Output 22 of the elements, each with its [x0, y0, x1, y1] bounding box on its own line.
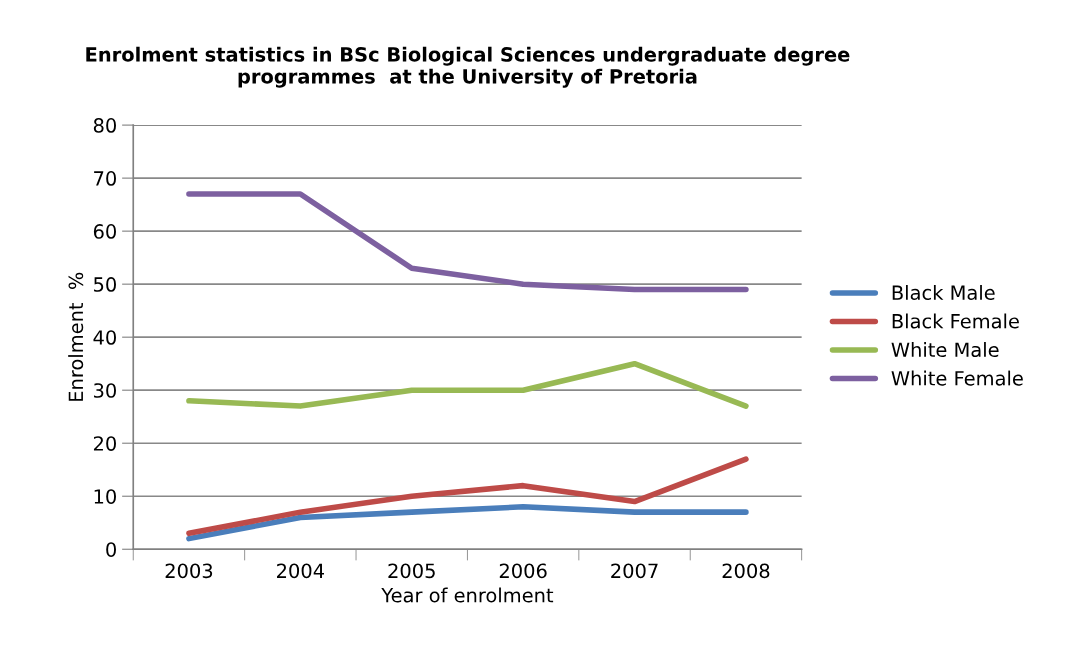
- chart-title: Enrolment statistics in BSc Biological Sciences undergraduate degree programmes at the University of Pretoria: [86, 46, 850, 88]
- y-tick-label: 0: [106, 542, 116, 557]
- x-tick-label: 2004: [277, 563, 324, 579]
- x-tick-label: 2003: [165, 563, 213, 579]
- y-tick-label: 70: [94, 171, 116, 186]
- legend-label: Black Female: [892, 313, 1019, 329]
- y-tick-label: 30: [94, 383, 116, 398]
- legend-label: Black Male: [892, 284, 995, 301]
- legend-label: White Male: [891, 342, 999, 358]
- y-tick-label: 40: [93, 330, 116, 345]
- y-tick-label: 60: [93, 224, 116, 239]
- x-tick-label: 2008: [722, 563, 770, 579]
- x-tick-label: 2006: [499, 563, 547, 579]
- y-tick-label: 20: [93, 436, 116, 451]
- x-tick-label: 2007: [611, 563, 658, 579]
- y-tick-label: 80: [93, 118, 116, 133]
- y-axis-title: Enrolment %: [68, 272, 84, 401]
- x-tick-label: 2005: [388, 563, 435, 579]
- legend-label: White Female: [891, 370, 1023, 386]
- y-tick-label: 10: [94, 489, 116, 504]
- y-tick-label: 50: [94, 277, 116, 292]
- x-axis-title: Year of enrolment: [381, 587, 554, 603]
